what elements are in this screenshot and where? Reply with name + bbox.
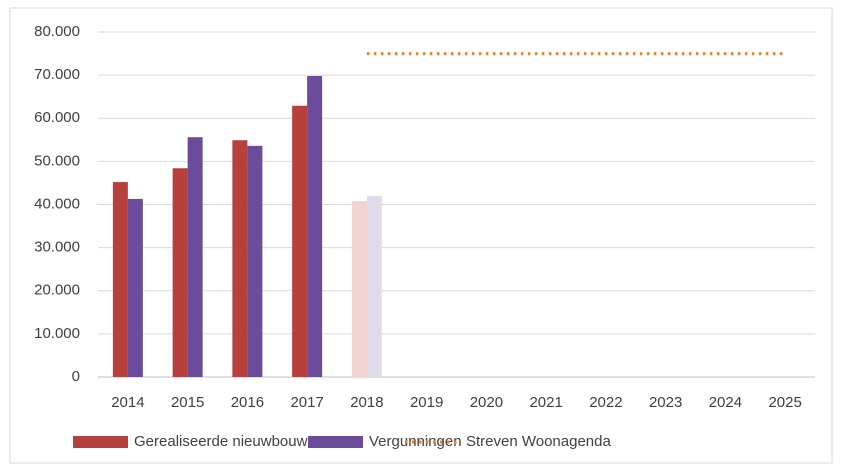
y-tick-label: 80.000 [34, 23, 80, 40]
bar [366, 195, 382, 377]
legend-swatch [73, 436, 128, 448]
bar [127, 198, 143, 377]
legend-label: Streven Woonagenda [466, 433, 611, 450]
bar [172, 168, 188, 377]
x-tick-label: 2018 [350, 394, 383, 411]
legend-label: Vergunningen [369, 433, 462, 450]
x-tick-label: 2014 [111, 394, 144, 411]
bar [351, 201, 367, 377]
x-tick-label: 2019 [410, 394, 443, 411]
y-tick-label: 0 [72, 368, 80, 385]
x-tick-label: 2017 [290, 394, 323, 411]
x-tick-label: 2022 [589, 394, 622, 411]
chart-border [9, 7, 833, 464]
x-tick-label: 2025 [768, 394, 801, 411]
bar [307, 75, 323, 378]
x-tick-label: 2024 [709, 394, 742, 411]
y-tick-label: 40.000 [34, 195, 80, 212]
y-tick-label: 30.000 [34, 239, 80, 256]
legend-swatch [308, 436, 363, 448]
bar [232, 140, 248, 377]
x-tick-label: 2021 [529, 394, 562, 411]
x-tick-label: 2016 [231, 394, 264, 411]
x-tick-label: 2020 [470, 394, 503, 411]
x-tick-label: 2015 [171, 394, 204, 411]
y-tick-label: 70.000 [34, 66, 80, 83]
y-tick-label: 50.000 [34, 152, 80, 169]
legend-label: Gerealiseerde nieuwbouw [134, 433, 308, 450]
bar [247, 145, 263, 377]
y-tick-label: 20.000 [34, 282, 80, 299]
x-tick-label: 2023 [649, 394, 682, 411]
bar [187, 137, 203, 377]
bar [112, 182, 128, 377]
y-tick-label: 10.000 [34, 325, 80, 342]
bar [292, 105, 308, 378]
y-tick-label: 60.000 [34, 109, 80, 126]
